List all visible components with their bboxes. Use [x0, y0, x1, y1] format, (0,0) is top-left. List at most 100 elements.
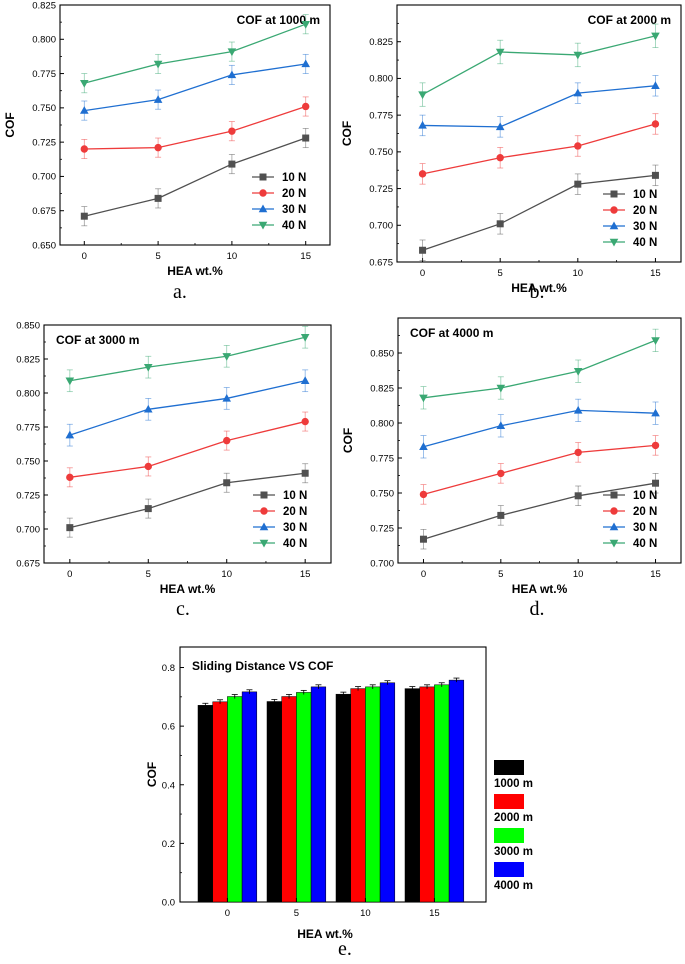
- data-point: [66, 473, 74, 482]
- data-point: [651, 120, 660, 128]
- data-point: [651, 441, 660, 450]
- data-point: [80, 212, 88, 220]
- y-tick-label: 0.775: [32, 69, 56, 80]
- y-tick-label: 0.700: [32, 172, 56, 183]
- x-tick-label: 15: [429, 908, 440, 919]
- x-tick-label: 15: [650, 268, 661, 279]
- legend-swatch: [494, 760, 524, 775]
- legend-label: 10 N: [633, 189, 657, 201]
- legend-marker: [259, 522, 269, 531]
- x-tick-label: 10: [360, 908, 371, 919]
- data-point: [302, 134, 310, 142]
- data-point: [419, 442, 428, 450]
- data-point: [144, 462, 152, 471]
- legend-label: 30 N: [282, 204, 306, 216]
- legend-label: 40 N: [282, 220, 306, 232]
- y-tick-label: 0.8: [162, 663, 175, 674]
- legend-label: 10 N: [633, 490, 657, 502]
- bar: [434, 684, 450, 903]
- y-tick-label: 0.800: [370, 418, 394, 429]
- legend-label: 2000 m: [494, 812, 533, 824]
- bar: [448, 679, 465, 903]
- data-point: [301, 21, 310, 29]
- x-tick-label: 10: [221, 569, 232, 580]
- data-point: [497, 511, 505, 519]
- data-point: [144, 505, 152, 513]
- y-tick-label: 0.775: [370, 453, 394, 464]
- x-tick-label: 5: [294, 908, 299, 919]
- x-tick-label: 15: [300, 569, 311, 580]
- y-tick-label: 0.700: [370, 558, 394, 569]
- y-tick-label: 0.4: [162, 780, 175, 791]
- legend-label: 10 N: [282, 172, 306, 184]
- data-point: [227, 70, 237, 79]
- figure-caption: d.: [530, 598, 545, 620]
- bar: [197, 705, 213, 903]
- legend-swatch: [494, 794, 524, 809]
- data-point: [651, 337, 660, 345]
- y-tick-label: 0.6: [162, 722, 175, 733]
- chart-title: COF at 4000 m: [410, 326, 493, 340]
- series-line: [422, 174, 656, 251]
- data-point: [227, 48, 237, 57]
- series-line: [84, 63, 306, 112]
- x-axis-label: HEA wt.%: [512, 582, 568, 596]
- legend-marker: [610, 206, 618, 214]
- x-axis-label: HEA wt.%: [511, 281, 567, 295]
- legend-label: 30 N: [633, 221, 657, 233]
- series-line: [423, 339, 656, 399]
- series-line: [69, 420, 306, 478]
- bar: [379, 682, 396, 903]
- y-tick-label: 0.750: [32, 103, 56, 114]
- figure-caption: c.: [176, 598, 190, 620]
- data-point: [495, 122, 505, 131]
- bar: [281, 696, 297, 903]
- chart-a: 0.650 0.675 0.700 0.725 0.750 0.775 0.800 0.825…: [3, 0, 331, 303]
- y-tick-label: 0.725: [32, 137, 56, 148]
- legend-swatch: [494, 828, 524, 843]
- y-axis-label: COF: [0, 431, 1, 456]
- data-point: [651, 171, 659, 179]
- legend-label: 40 N: [633, 538, 657, 550]
- series-line: [69, 472, 306, 529]
- y-axis-label: COF: [3, 112, 17, 137]
- legend-label: 1000 m: [494, 778, 533, 790]
- series-line: [69, 380, 306, 436]
- x-tick-label: 5: [146, 569, 151, 580]
- figure-caption: b.: [530, 281, 545, 303]
- chart-title: COF at 2000 m: [588, 13, 671, 27]
- y-tick-label: 0.825: [370, 383, 394, 394]
- legend-swatch: [494, 862, 524, 877]
- y-tick-label: 0.650: [32, 240, 56, 251]
- y-tick-label: 0.0: [162, 898, 175, 909]
- data-point: [65, 430, 75, 439]
- legend-label: 40 N: [283, 538, 307, 550]
- legend-marker: [259, 539, 269, 548]
- legend-marker: [610, 507, 618, 515]
- data-point: [419, 246, 427, 254]
- y-tick-label: 0.825: [32, 0, 56, 11]
- series-line: [422, 123, 656, 175]
- data-point: [301, 59, 310, 68]
- legend-label: 20 N: [282, 188, 306, 200]
- legend-label: 30 N: [283, 522, 307, 534]
- series-line: [422, 35, 656, 96]
- legend-marker: [610, 491, 618, 499]
- y-tick-label: 0.825: [369, 37, 393, 48]
- legend-marker: [260, 507, 268, 515]
- data-point: [301, 469, 309, 477]
- data-point: [574, 142, 582, 150]
- data-point: [143, 404, 153, 413]
- bar: [212, 701, 228, 903]
- data-point: [80, 106, 89, 114]
- series-line: [69, 336, 306, 382]
- data-point: [496, 220, 504, 228]
- chart-title: Sliding Distance VS COF: [192, 659, 333, 673]
- legend-label: 10 N: [283, 490, 307, 502]
- bar: [296, 692, 312, 903]
- data-point: [154, 194, 162, 202]
- data-point: [419, 490, 428, 499]
- legend-marker: [609, 539, 619, 548]
- y-tick-label: 0.725: [369, 184, 393, 195]
